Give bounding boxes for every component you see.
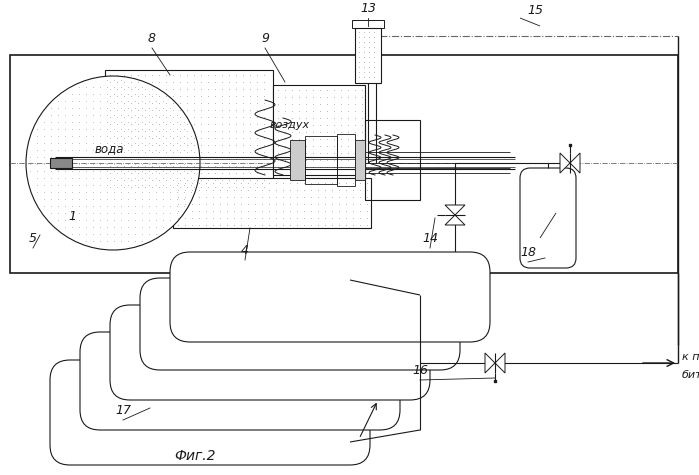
FancyBboxPatch shape <box>140 278 460 370</box>
Polygon shape <box>445 215 465 225</box>
FancyBboxPatch shape <box>520 168 576 268</box>
FancyBboxPatch shape <box>110 305 430 400</box>
Text: 16: 16 <box>412 364 428 377</box>
Text: Фиг.2: Фиг.2 <box>174 449 216 463</box>
Text: бителям: бителям <box>682 370 699 380</box>
Bar <box>173 178 371 228</box>
Polygon shape <box>495 353 505 373</box>
Text: 8: 8 <box>148 32 156 45</box>
Bar <box>365 120 420 200</box>
Bar <box>337 134 355 186</box>
Text: 1: 1 <box>68 210 76 223</box>
Bar <box>352 20 384 28</box>
Text: 4: 4 <box>241 244 249 257</box>
Text: 5: 5 <box>29 232 37 245</box>
Text: 18: 18 <box>520 246 536 259</box>
Text: вода: вода <box>95 142 124 155</box>
Bar <box>305 136 337 184</box>
Text: 17: 17 <box>115 404 131 417</box>
Text: 14: 14 <box>422 232 438 245</box>
FancyBboxPatch shape <box>50 360 370 465</box>
Text: 15: 15 <box>527 4 543 17</box>
Bar <box>50 158 72 168</box>
Bar <box>355 28 381 83</box>
Polygon shape <box>570 153 580 173</box>
Polygon shape <box>560 153 570 173</box>
Text: 13: 13 <box>360 2 376 15</box>
Bar <box>290 140 305 180</box>
Bar <box>105 70 273 190</box>
Bar <box>355 140 365 180</box>
FancyBboxPatch shape <box>80 332 400 430</box>
FancyBboxPatch shape <box>170 252 490 342</box>
Text: воздух: воздух <box>270 120 310 130</box>
Text: 9: 9 <box>261 32 269 45</box>
Polygon shape <box>445 205 465 215</box>
Text: к потре-: к потре- <box>682 352 699 362</box>
Bar <box>273 85 365 175</box>
Circle shape <box>26 76 200 250</box>
Bar <box>10 55 678 273</box>
Polygon shape <box>485 353 495 373</box>
